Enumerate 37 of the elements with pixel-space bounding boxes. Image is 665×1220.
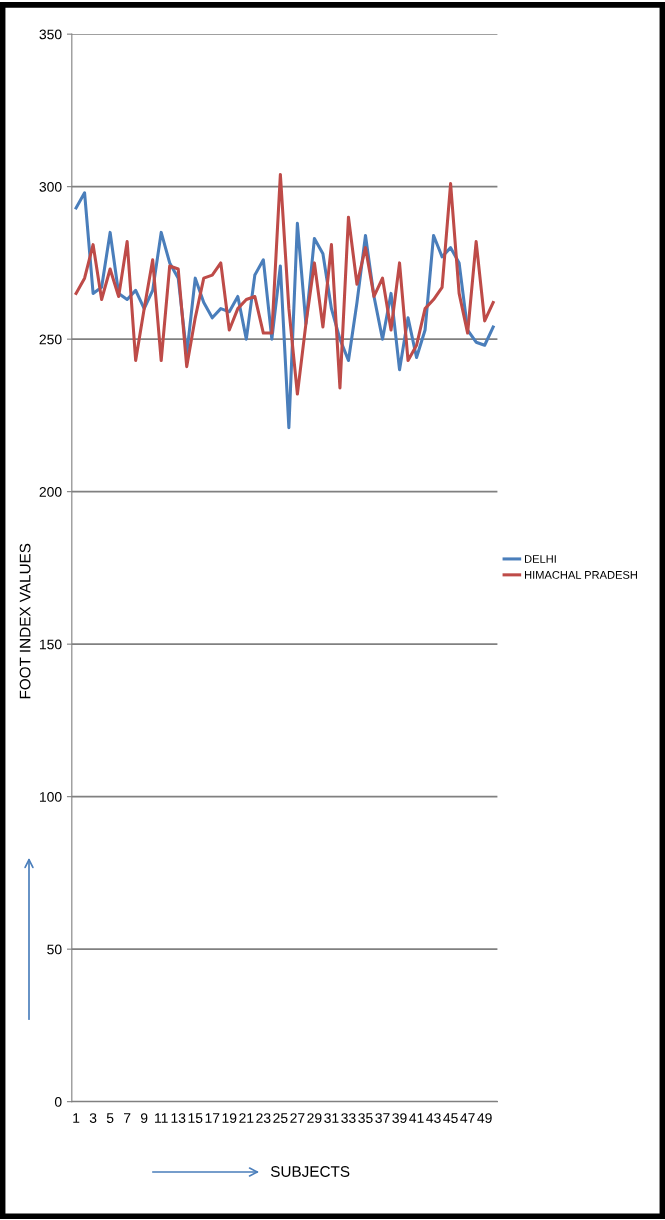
x-tick-label: 23 (256, 1113, 271, 1123)
y-axis-title: FOOT INDEX VALUES (19, 543, 31, 699)
x-tick-label: 37 (375, 1113, 390, 1123)
x-tick-label: 35 (358, 1113, 373, 1123)
x-tick-label: 47 (460, 1113, 475, 1123)
x-tick-label: 39 (392, 1113, 407, 1123)
x-tick-label: 33 (341, 1113, 356, 1123)
x-tick-label: 41 (409, 1113, 424, 1123)
legend-label: DELHI (525, 555, 556, 563)
x-tick-label: 15 (188, 1113, 203, 1123)
x-tick-label: 17 (205, 1113, 220, 1123)
x-tick-label: 7 (124, 1113, 131, 1123)
x-tick-label: 49 (477, 1113, 492, 1123)
legend-label: HIMACHAL PRADESH (525, 570, 637, 579)
x-tick-label: 19 (222, 1113, 237, 1123)
x-tick-label: 31 (324, 1113, 339, 1123)
y-tick-label: 0 (54, 1096, 62, 1107)
x-tick-label: 21 (239, 1113, 254, 1123)
x-tick-label: 27 (290, 1113, 305, 1123)
x-tick-label: 45 (443, 1113, 458, 1123)
x-tick-label: 1 (73, 1113, 80, 1123)
x-tick-label: 5 (106, 1113, 114, 1123)
x-tick-label: 11 (155, 1113, 168, 1123)
y-tick-label: 250 (39, 334, 62, 345)
y-tick-label: 200 (39, 486, 62, 497)
y-tick-label: 100 (39, 791, 62, 802)
y-tick-label: 350 (39, 29, 62, 40)
x-tick-label: 29 (307, 1113, 322, 1123)
x-tick-label: 25 (273, 1113, 288, 1123)
x-tick-label: 9 (140, 1113, 148, 1123)
y-tick-label: 300 (39, 181, 62, 192)
x-tick-label: 3 (89, 1113, 97, 1123)
x-tick-label: 43 (426, 1113, 441, 1123)
y-tick-label: 150 (39, 639, 62, 650)
y-tick-label: 50 (47, 944, 62, 955)
x-tick-label: 13 (171, 1113, 186, 1123)
x-axis-title: SUBJECTS (270, 1166, 350, 1177)
